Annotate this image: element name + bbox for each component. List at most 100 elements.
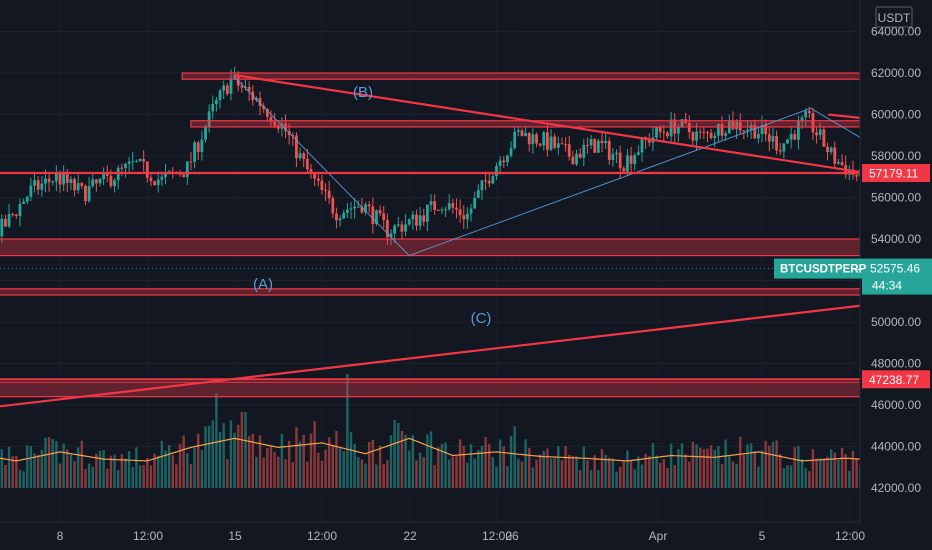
candle-body [447,203,451,210]
candle-body [298,153,302,159]
volume-bar [571,455,575,488]
candle-body [575,153,578,165]
price-zone [0,381,932,398]
candle-body [4,218,7,227]
candle-body [353,206,357,209]
candle-body [455,207,458,210]
volume-bar [106,468,109,488]
candle-body [520,130,524,137]
wave-path [234,76,932,257]
candle-body [593,139,597,153]
volume-bar [764,440,767,488]
volume-bar [669,443,673,488]
trend-line [0,296,932,408]
candle-body [698,131,702,133]
candle-body [327,190,331,199]
candle-body [691,132,695,141]
volume-bar [18,469,22,488]
candle-body [215,99,218,104]
candle-body [233,75,236,78]
candle-body [145,161,149,178]
candle-body [127,161,131,164]
volume-bar [400,431,404,488]
candle-body [582,145,586,158]
volume-bar [349,432,353,488]
price-tick-label: 44000.00 [871,440,921,454]
volume-bar [204,426,207,488]
volume-bar [506,466,509,488]
volume-bar [509,436,513,488]
support-resistance-zones[interactable] [0,72,932,398]
candle-body [415,214,418,226]
volume-bar [528,447,531,488]
time-tick-label: 15 [228,529,242,543]
candle-body [491,176,495,184]
volume-bar [218,431,222,488]
candle-body [407,219,411,225]
volume-bar [666,467,669,488]
last-price-label[interactable]: BTCUSDTPERP – 52575.46 44:34 [774,258,932,295]
candle-body [258,98,262,107]
volume-bar [200,450,204,488]
trend-lines[interactable] [0,73,932,430]
volume-bar [538,454,542,488]
candle-body [422,215,426,222]
candle-body [29,185,33,197]
candle-body [760,125,764,135]
candle-body [418,215,422,226]
candle-body [640,136,644,153]
candle-body [324,189,327,191]
volume-bar [433,465,436,488]
candle-body [40,183,44,190]
price-label-text: 47238.77 [869,373,919,387]
volume-bar [608,457,611,488]
candle-body [73,178,76,191]
volume-bar [651,443,655,488]
volume-bar [244,412,247,488]
volume-bar [404,434,407,488]
volume-bar [724,439,727,488]
candle-body [295,135,298,159]
candle-body [309,169,313,173]
time-axis-background[interactable] [0,522,860,550]
volume-bar [717,446,720,488]
volume-bar [378,445,382,488]
volume-bar [426,434,429,488]
volume-bar [291,462,294,488]
volume-bar [153,453,156,488]
candle-body [378,210,382,214]
candle-body [618,152,622,169]
volume-bar [302,434,305,488]
volume-bar [393,420,396,488]
price-zone [181,72,932,80]
price-tick-label: 64000.00 [871,25,921,39]
last-price-symbol-box [774,258,932,279]
volume-bar [167,445,171,488]
candle-body [473,198,477,209]
volume-bar [58,463,62,488]
volume-bar [600,449,604,488]
volume-bar [739,436,742,488]
volume-bar [699,447,702,488]
volume-bar [306,461,309,488]
volume-bar [295,427,298,488]
volume-bar [757,466,760,488]
candle-body [764,125,768,135]
candle-body [800,117,804,122]
volume-bar [346,374,349,488]
candle-body [549,136,553,150]
currency-badge[interactable]: USDT [875,6,913,28]
candle-body [433,201,437,210]
volume-bar [84,468,87,488]
candle-body [393,225,397,234]
candle-body [436,209,440,211]
time-tick-label: 22 [403,529,417,543]
volume-bar [604,454,607,488]
volume-bar [819,458,822,488]
candle-body [47,178,51,182]
candle-body [244,86,247,88]
volume-bar [480,445,484,488]
candle-body [753,124,757,139]
volume-bar [29,446,33,488]
